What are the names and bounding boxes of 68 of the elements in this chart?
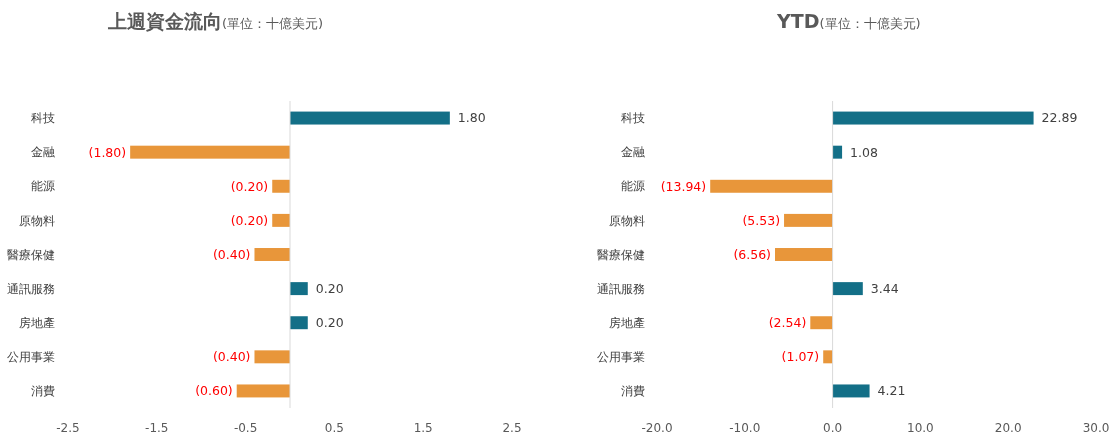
x-tick-label: 20.0 (994, 421, 1022, 435)
data-label: (6.56) (733, 246, 771, 262)
bar (832, 111, 1034, 125)
data-label: (1.80) (88, 144, 127, 160)
data-label: (2.54) (768, 315, 807, 331)
bar (710, 179, 833, 193)
y-tick-label: 科技 (31, 111, 55, 126)
y-tick-label: 消費 (31, 384, 55, 399)
bar (832, 282, 863, 296)
data-label: (0.20) (230, 212, 269, 228)
bar (290, 282, 308, 296)
data-label: (1.07) (781, 349, 820, 365)
y-tick-label: 消費 (621, 384, 645, 399)
x-tick-label: 1.5 (413, 421, 433, 435)
data-label: (13.94) (660, 178, 707, 194)
data-label: 1.08 (850, 144, 878, 160)
data-label: (0.60) (195, 383, 233, 399)
y-tick-label: 公用事業 (7, 350, 55, 365)
y-tick-label: 通訊服務 (597, 281, 645, 296)
y-tick-label: 房地產 (609, 315, 645, 330)
x-tick-label: 30.0 (1082, 421, 1110, 435)
x-tick-label: 0.5 (324, 421, 344, 435)
y-tick-label: 房地產 (19, 315, 55, 330)
chart-title: YTD(單位：十億美元) (776, 10, 921, 32)
data-label: (5.53) (742, 212, 781, 228)
bar (290, 111, 450, 125)
bar (272, 179, 290, 193)
y-tick-label: 能源 (31, 179, 55, 194)
x-tick-label: -2.5 (56, 421, 80, 435)
y-tick-label: 原物料 (609, 213, 645, 228)
data-label: 0.20 (315, 280, 344, 296)
data-label: (0.20) (230, 178, 269, 194)
bar (823, 350, 833, 364)
data-label: 3.44 (870, 280, 899, 296)
x-tick-label: 0.0 (823, 421, 843, 435)
x-tick-label: -20.0 (641, 421, 673, 435)
bar (784, 213, 833, 227)
y-tick-label: 公用事業 (597, 350, 645, 365)
y-tick-label: 金融 (621, 145, 645, 160)
y-tick-label: 能源 (621, 179, 645, 194)
x-tick-label: -10.0 (729, 421, 761, 435)
bar (832, 145, 843, 159)
y-tick-label: 醫療保健 (597, 247, 645, 262)
x-tick-label: 2.5 (502, 421, 522, 435)
x-tick-label: 10.0 (907, 421, 934, 435)
data-label: 0.20 (315, 315, 344, 331)
data-label: (0.40) (212, 349, 251, 365)
bar (254, 350, 290, 364)
bar (290, 316, 308, 330)
data-label: (0.40) (212, 246, 251, 262)
bar (810, 316, 833, 330)
chart-title: 上週資金流向(單位：十億美元) (107, 10, 324, 32)
bar (775, 248, 833, 261)
data-label: 22.89 (1041, 110, 1078, 126)
y-tick-label: 醫療保健 (7, 247, 55, 262)
y-tick-label: 金融 (31, 145, 55, 160)
x-tick-label: -0.5 (233, 421, 258, 435)
y-tick-label: 科技 (621, 111, 645, 126)
y-tick-label: 原物料 (19, 213, 55, 228)
x-tick-label: -1.5 (145, 421, 169, 435)
bar (832, 384, 870, 398)
bar (130, 145, 290, 159)
data-label: 4.21 (877, 383, 906, 399)
data-label: 1.80 (457, 110, 486, 126)
y-tick-label: 通訊服務 (7, 281, 55, 296)
bar (236, 384, 290, 398)
bar (272, 213, 290, 227)
bar (254, 248, 290, 261)
